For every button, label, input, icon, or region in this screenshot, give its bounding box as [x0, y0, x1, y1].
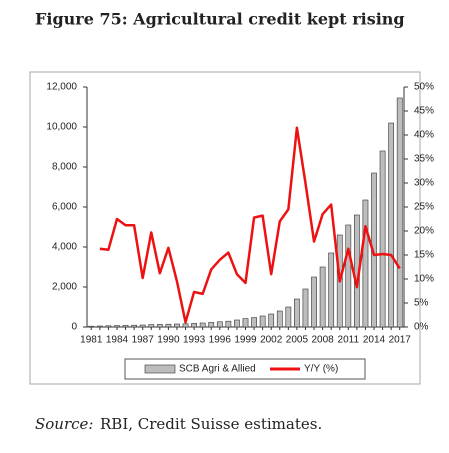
y2-tick-label: 0% — [414, 322, 429, 333]
bar — [165, 323, 172, 328]
bar — [319, 266, 326, 328]
x-tick-label: 1990 — [157, 335, 180, 346]
bar — [88, 325, 95, 328]
y-tick-label: 6,000 — [52, 202, 77, 213]
y2-tick-label: 35% — [414, 154, 434, 165]
y-tick-label: 4,000 — [52, 242, 77, 253]
y2-tick-label: 15% — [414, 250, 434, 261]
bar — [251, 317, 257, 328]
legend-label: Y/Y (%) — [304, 364, 338, 375]
x-tick-label: 2014 — [363, 335, 386, 346]
bar — [148, 324, 155, 328]
legend-swatch — [144, 364, 176, 374]
x-tick-label: 2017 — [389, 335, 412, 346]
bar — [276, 310, 283, 328]
chart-frame — [29, 71, 421, 385]
bar — [311, 276, 317, 328]
y-tick-label: 2,000 — [52, 282, 77, 293]
source-label: Source: — [35, 415, 93, 433]
bar — [259, 315, 266, 328]
bar — [216, 321, 223, 328]
x-tick-label: 1999 — [234, 335, 257, 346]
legend-box — [124, 358, 366, 380]
bar — [234, 319, 240, 328]
bar — [225, 320, 232, 328]
y2-tick-label: 50% — [414, 82, 434, 93]
bar — [294, 298, 300, 328]
x-tick-label: 1987 — [132, 335, 155, 346]
y2-tick-label: 20% — [414, 226, 434, 237]
bar — [199, 322, 206, 328]
y2-tick-label: 5% — [414, 298, 429, 309]
bar — [122, 325, 129, 328]
bar — [96, 325, 103, 328]
y-tick-label: 10,000 — [46, 122, 77, 133]
bar — [328, 252, 335, 328]
legend-label: SCB Agri & Allied — [179, 364, 256, 375]
bar — [379, 150, 386, 328]
y-tick-label: 12,000 — [46, 82, 77, 93]
bar — [285, 306, 292, 328]
y2-tick-label: 40% — [414, 130, 434, 141]
bar — [362, 199, 369, 328]
x-tick-label: 2002 — [260, 335, 283, 346]
chart-title: Figure 75: Agricultural credit kept risi… — [35, 10, 405, 29]
y2-tick-label: 45% — [414, 106, 434, 117]
x-tick-label: 1984 — [106, 335, 129, 346]
bar — [302, 288, 309, 328]
bar — [105, 325, 112, 328]
line — [99, 126, 401, 324]
y2-tick-label: 30% — [414, 178, 434, 189]
bar — [174, 323, 180, 328]
bar — [131, 324, 137, 328]
source-text: RBI, Credit Suisse estimates. — [100, 415, 322, 433]
bar — [268, 313, 275, 328]
x-tick-label: 1993 — [183, 335, 206, 346]
y2-tick-label: 10% — [414, 274, 434, 285]
bar — [396, 97, 403, 328]
y-tick-label: 0 — [71, 322, 77, 333]
bar — [388, 122, 395, 328]
bar — [156, 324, 163, 328]
bar — [208, 322, 215, 328]
x-tick-label: 2011 — [338, 335, 360, 346]
bar — [191, 323, 197, 328]
bar — [242, 318, 249, 328]
x-tick-label: 1996 — [209, 335, 232, 346]
y-tick-label: 8,000 — [52, 162, 77, 173]
bar — [114, 325, 120, 328]
x-tick-label: 1981 — [80, 335, 103, 346]
bar — [345, 224, 352, 328]
x-tick-label: 2005 — [286, 335, 309, 346]
bar — [182, 323, 189, 328]
y2-tick-label: 25% — [414, 202, 434, 213]
x-tick-label: 2008 — [311, 335, 334, 346]
bar — [139, 324, 146, 328]
